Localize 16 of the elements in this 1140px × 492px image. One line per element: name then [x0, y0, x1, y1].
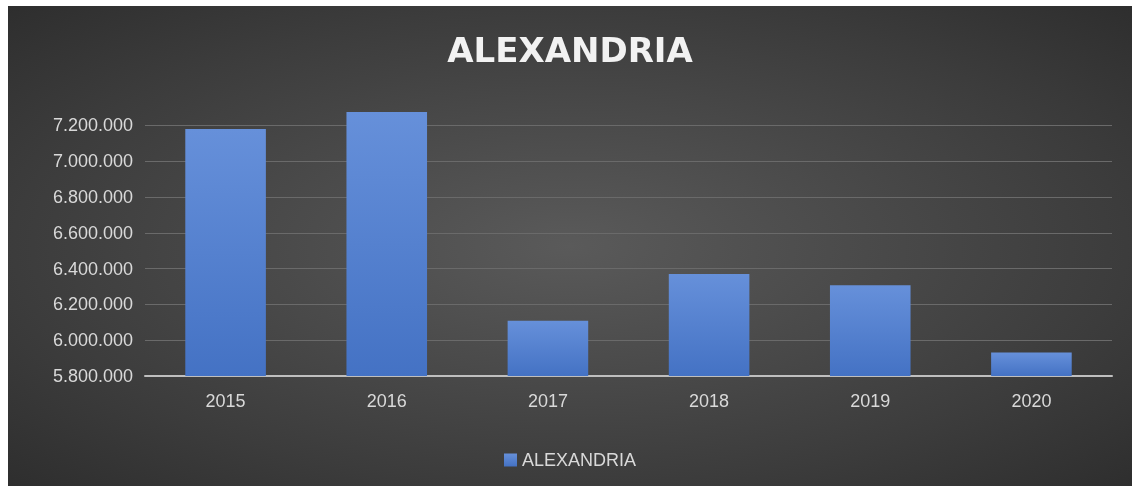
- y-tick-label: 7.000.000: [52, 151, 133, 172]
- y-tick-label: 6.800.000: [52, 187, 133, 208]
- y-tick-label: 5.800.000: [52, 366, 133, 386]
- x-tick-label: 2016: [366, 391, 407, 411]
- x-tick-label: 2015: [205, 391, 246, 411]
- x-tick-label: 2020: [1011, 391, 1052, 411]
- legend-label: ALEXANDRIA: [521, 450, 637, 470]
- y-tick-label: 6.200.000: [52, 294, 133, 315]
- y-tick-label: 6.600.000: [52, 222, 133, 243]
- y-tick-label: 6.000.000: [52, 330, 133, 351]
- x-tick-label: 2017: [527, 391, 568, 411]
- x-tick-label: 2018: [689, 391, 730, 411]
- chart-title: ALEXANDRIA: [447, 30, 694, 70]
- x-tick-label: 2019: [850, 391, 891, 411]
- y-tick-label: 7.200.000: [52, 115, 133, 136]
- y-tick-label: 6.400.000: [52, 258, 133, 279]
